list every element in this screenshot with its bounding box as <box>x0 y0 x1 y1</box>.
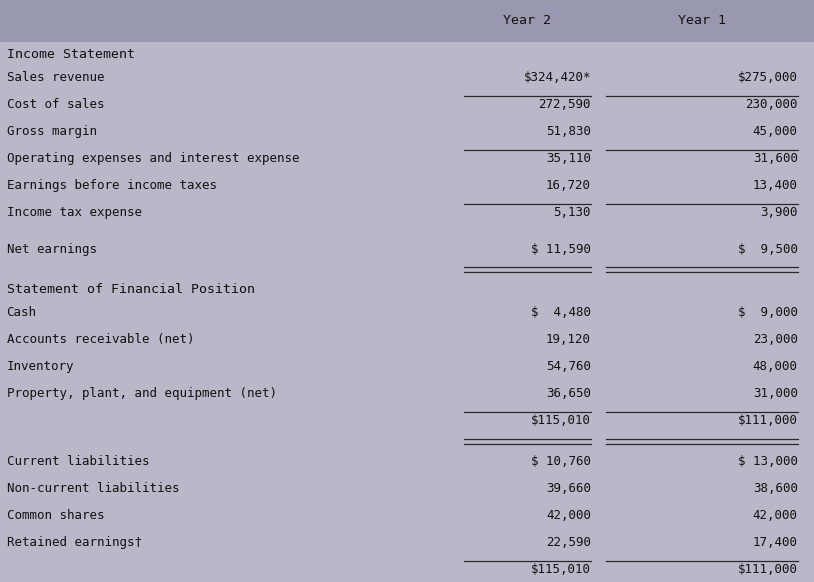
Text: 54,760: 54,760 <box>546 360 591 373</box>
Text: 31,600: 31,600 <box>753 152 798 165</box>
Text: 13,400: 13,400 <box>753 179 798 192</box>
Text: 51,830: 51,830 <box>546 125 591 138</box>
Text: $115,010: $115,010 <box>531 414 591 427</box>
Text: Property, plant, and equipment (net): Property, plant, and equipment (net) <box>7 388 277 400</box>
Text: 230,000: 230,000 <box>746 98 798 111</box>
Text: Non-current liabilities: Non-current liabilities <box>7 482 179 495</box>
Text: $275,000: $275,000 <box>737 71 798 84</box>
Text: 16,720: 16,720 <box>546 179 591 192</box>
Text: 36,650: 36,650 <box>546 388 591 400</box>
Text: 5,130: 5,130 <box>554 206 591 219</box>
Text: Common shares: Common shares <box>7 509 104 522</box>
Text: 23,000: 23,000 <box>753 333 798 346</box>
Text: 45,000: 45,000 <box>753 125 798 138</box>
Text: Current liabilities: Current liabilities <box>7 455 149 468</box>
Text: Statement of Financial Position: Statement of Financial Position <box>7 283 255 296</box>
Text: $ 11,590: $ 11,590 <box>531 243 591 255</box>
Text: Year 1: Year 1 <box>678 15 726 27</box>
Text: 19,120: 19,120 <box>546 333 591 346</box>
Text: $  9,500: $ 9,500 <box>737 243 798 255</box>
Text: 22,590: 22,590 <box>546 536 591 549</box>
Text: $324,420*: $324,420* <box>523 71 591 84</box>
Text: Accounts receivable (net): Accounts receivable (net) <box>7 333 194 346</box>
Text: 35,110: 35,110 <box>546 152 591 165</box>
Text: 42,000: 42,000 <box>546 509 591 522</box>
Text: Gross margin: Gross margin <box>7 125 97 138</box>
Text: 31,000: 31,000 <box>753 388 798 400</box>
Text: Retained earnings†: Retained earnings† <box>7 536 142 549</box>
Text: $111,000: $111,000 <box>737 563 798 576</box>
Text: 39,660: 39,660 <box>546 482 591 495</box>
Text: Cash: Cash <box>7 306 37 319</box>
Text: Income Statement: Income Statement <box>7 48 134 61</box>
Text: 17,400: 17,400 <box>753 536 798 549</box>
Text: Inventory: Inventory <box>7 360 74 373</box>
Text: $  4,480: $ 4,480 <box>531 306 591 319</box>
Bar <box>0 0 814 42</box>
Text: $ 10,760: $ 10,760 <box>531 455 591 468</box>
Text: 38,600: 38,600 <box>753 482 798 495</box>
Text: 3,900: 3,900 <box>760 206 798 219</box>
Text: Operating expenses and interest expense: Operating expenses and interest expense <box>7 152 299 165</box>
Text: Cost of sales: Cost of sales <box>7 98 104 111</box>
Text: $  9,000: $ 9,000 <box>737 306 798 319</box>
Text: 48,000: 48,000 <box>753 360 798 373</box>
Text: Income tax expense: Income tax expense <box>7 206 142 219</box>
Text: Sales revenue: Sales revenue <box>7 71 104 84</box>
Text: Earnings before income taxes: Earnings before income taxes <box>7 179 217 192</box>
Text: 272,590: 272,590 <box>539 98 591 111</box>
Text: $115,010: $115,010 <box>531 563 591 576</box>
Text: 42,000: 42,000 <box>753 509 798 522</box>
Text: Year 2: Year 2 <box>504 15 551 27</box>
Text: $ 13,000: $ 13,000 <box>737 455 798 468</box>
Text: $111,000: $111,000 <box>737 414 798 427</box>
Text: Net earnings: Net earnings <box>7 243 97 255</box>
